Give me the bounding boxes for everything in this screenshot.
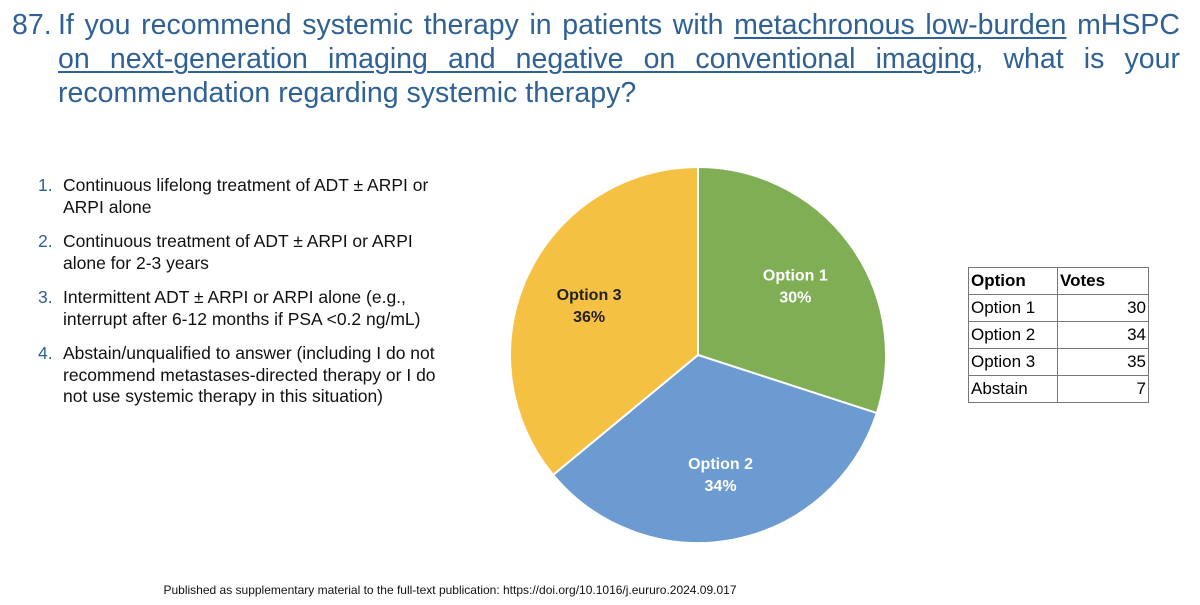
pie-slice xyxy=(551,353,879,544)
pie-slice xyxy=(697,165,887,415)
option-text: Intermittent ADT ± ARPI or ARPI alone (e… xyxy=(63,287,421,329)
slice-category: Option 1 xyxy=(763,267,828,284)
table-cell: Option 1 xyxy=(968,294,1058,322)
table-cell: 35 xyxy=(1057,348,1149,376)
option-item: 1. Continuous lifelong treatment of ADT ±… xyxy=(38,175,453,218)
table-cell: 30 xyxy=(1057,294,1149,322)
table-header-cell: Votes xyxy=(1057,267,1149,295)
slice-category: Option 3 xyxy=(557,287,622,304)
table-row: Option 1 30 xyxy=(968,294,1149,322)
slice-value-label: 30% xyxy=(779,289,811,306)
option-marker: 3. xyxy=(38,287,53,307)
question-text: on next-generation imaging and negative … xyxy=(58,43,976,75)
question-text: If you recommend systemic therapy in pat… xyxy=(58,9,735,41)
table-row: Option 3 35 xyxy=(968,348,1149,376)
option-text: Abstain/unqualified to answer (including… xyxy=(63,343,436,406)
pie-slice xyxy=(509,165,699,477)
question-text: mHSPC xyxy=(1066,9,1180,41)
slice-category: Option 2 xyxy=(688,456,753,473)
option-marker: 2. xyxy=(38,231,53,251)
table-cell: 7 xyxy=(1057,375,1149,403)
question-text: , what is your recommendation regarding … xyxy=(58,43,1180,109)
option-item: 4. Abstain/unqualified to answer (includi… xyxy=(38,343,453,408)
table-row: Option 2 34 xyxy=(968,321,1149,349)
table-row: Abstain 7 xyxy=(968,375,1149,403)
option-list: 1. Continuous lifelong treatment of ADT ±… xyxy=(38,175,453,421)
footer: Published as supplementary material to t… xyxy=(163,583,737,597)
table-header-row: Option Votes xyxy=(968,267,1149,295)
question: 87. If you recommend systemic therapy in … xyxy=(12,8,1180,110)
table-cell: Option 2 xyxy=(968,321,1058,349)
slice-value-label: 36% xyxy=(573,309,605,326)
option-marker: 1. xyxy=(38,175,53,195)
option-item: 3. Intermittent ADT ± ARPI or ARPI alone … xyxy=(38,287,453,330)
table-cell: 34 xyxy=(1057,321,1149,349)
table-cell: Abstain xyxy=(968,375,1058,403)
option-text: Continuous treatment of ADT ± ARPI or AR… xyxy=(63,231,413,273)
question-number: 87. xyxy=(12,9,52,41)
table-cell: Option 3 xyxy=(968,348,1058,376)
table-header-cell: Option xyxy=(968,267,1058,295)
option-text: Continuous lifelong treatment of ADT ± A… xyxy=(63,175,429,217)
pie-chart: Option 1 30% Option 2 34% Option 3 36% xyxy=(509,165,887,544)
option-marker: 4. xyxy=(38,343,53,363)
slice-value-label: 34% xyxy=(705,478,737,495)
question-text: metachronous low-burden xyxy=(734,9,1067,41)
option-item: 2. Continuous treatment of ADT ± ARPI or … xyxy=(38,231,453,274)
